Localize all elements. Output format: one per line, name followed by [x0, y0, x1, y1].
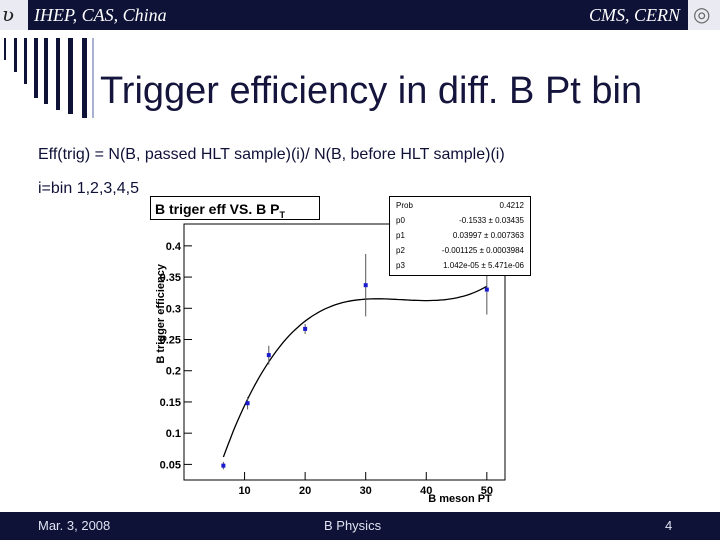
data-point [363, 283, 368, 288]
x-tick-label: 40 [420, 485, 432, 497]
institution-left: IHEP, CAS, China [34, 5, 167, 25]
header-right-panel: CMS, CERN [360, 2, 686, 28]
y-tick-label: 0.2 [166, 366, 181, 378]
footer-bar: Mar. 3, 2008 B Physics 4 [0, 512, 720, 540]
definition-text: Eff(trig) = N(B, passed HLT sample)(i)/ … [38, 146, 505, 163]
stat-key: Prob [396, 201, 413, 210]
decor-bar [24, 38, 27, 84]
stat-value: -0.1533 ± 0.03435 [459, 216, 524, 225]
x-tick-label: 10 [238, 485, 250, 497]
y-tick-label: 0.3 [166, 303, 181, 315]
stat-key: p1 [396, 231, 405, 240]
footer-page: 4 [665, 518, 673, 533]
decor-bar [44, 38, 48, 104]
stat-value: 1.042e-05 ± 5.471e-06 [443, 261, 524, 270]
y-tick-label: 0.15 [160, 397, 181, 409]
decor-bar [56, 38, 60, 110]
stat-key: p2 [396, 246, 405, 255]
x-axis-label: B meson PT [428, 493, 492, 505]
decor-bar [14, 38, 17, 72]
fit-curve [222, 285, 488, 458]
stat-key: p3 [396, 261, 405, 270]
institution-right: CMS, CERN [588, 5, 680, 25]
x-tick-label: 50 [481, 485, 493, 497]
y-axis-label: B trigger efficiency [155, 263, 167, 364]
data-point [245, 401, 250, 406]
footer-topic: B Physics [324, 518, 382, 533]
x-tick-label: 20 [299, 485, 311, 497]
plot-title-main: B triger eff VS. B P [155, 201, 280, 217]
header-bar: ʋ IHEP, CAS, China CMS, CERN ◎ [0, 0, 720, 30]
plot-title-sub: T [279, 209, 285, 220]
data-point [221, 463, 226, 468]
decor-bar [34, 38, 38, 98]
x-tick-label: 30 [360, 485, 372, 497]
slide-title: Trigger efficiency in diff. B Pt bin [100, 70, 643, 112]
bins-text: i=bin 1,2,3,4,5 [38, 180, 139, 197]
y-tick-label: 0.25 [160, 335, 181, 347]
stat-value: -0.001125 ± 0.0003984 [441, 246, 524, 255]
y-tick-label: 0.05 [160, 459, 181, 471]
data-point [303, 326, 308, 331]
y-tick-label: 0.4 [166, 241, 182, 253]
stat-key: p0 [396, 216, 405, 225]
data-point [266, 353, 271, 358]
decor-bar [82, 38, 87, 118]
data-point [484, 287, 489, 292]
decor-bar [4, 38, 6, 60]
institution-logo: ʋ [0, 0, 28, 30]
decor-bar [68, 38, 73, 114]
decor-bar [92, 38, 94, 118]
y-tick-label: 0.1 [166, 428, 181, 440]
plot-title: B triger eff VS. B PT [150, 196, 320, 220]
stat-value: 0.03997 ± 0.007363 [452, 231, 524, 240]
cms-logo: ◎ [688, 0, 720, 30]
footer-date: Mar. 3, 2008 [38, 518, 111, 533]
fit-stats-box: Prob 0.4212 p0 -0.1533 ± 0.03435 p1 0.03997… [389, 196, 531, 276]
stat-value: 0.4212 [499, 201, 524, 210]
y-tick-label: 0.35 [160, 272, 181, 284]
